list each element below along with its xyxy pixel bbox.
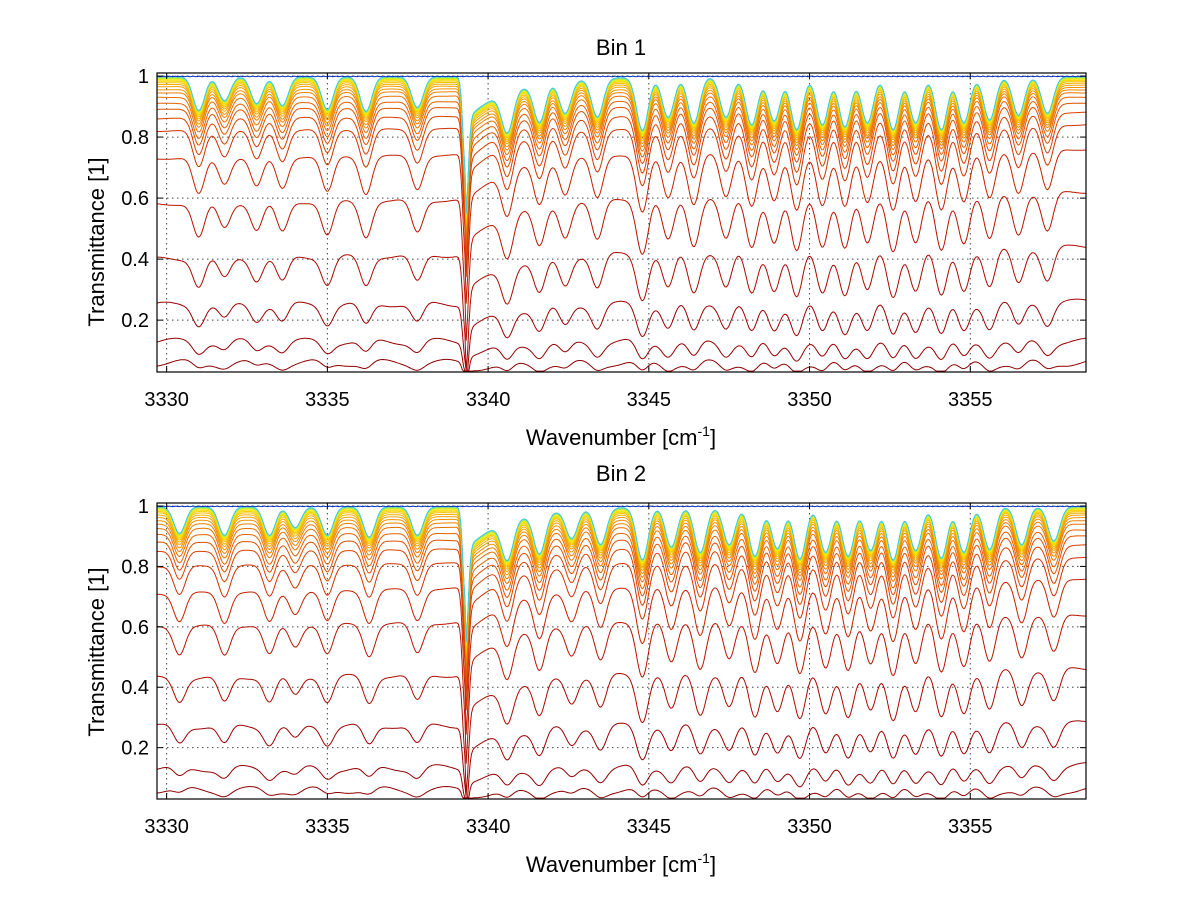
spectrum-trace — [156, 544, 1087, 696]
y-tick-label: 0.4 — [121, 249, 149, 271]
x-tick-label: 3355 — [948, 389, 993, 411]
tick-labels: 3330 3335 3340 3345 3350 3355 0.2 0.4 0.6 0.8 1 — [121, 496, 1086, 838]
y-tick-label: 0.8 — [121, 556, 149, 578]
spectrum-trace — [157, 82, 1086, 224]
x-axis-label: Wavenumber [cm-1] — [526, 850, 716, 877]
spectrum-trace — [156, 298, 1087, 372]
spectrum-trace — [156, 244, 1087, 372]
axes-frame — [156, 72, 1087, 373]
spectral-traces — [156, 505, 1087, 799]
panel-title: Bin 2 — [596, 461, 646, 486]
y-tick-label: 0.6 — [121, 188, 149, 210]
y-tick-label: 0.2 — [121, 738, 149, 760]
spectrum-trace — [157, 76, 1086, 214]
y-axis-label: Transmittance [1] — [84, 157, 109, 326]
x-tick-label: 3345 — [627, 389, 672, 411]
spectrum-trace — [156, 149, 1087, 304]
spectrum-trace — [156, 667, 1087, 796]
spectrum-trace — [156, 578, 1087, 735]
y-tick-label: 1 — [138, 496, 149, 518]
x-axis-label: Wavenumber [cm-1] — [526, 423, 716, 450]
spectrum-trace — [157, 535, 1086, 685]
spectrum-trace — [156, 614, 1087, 764]
x-tick-label: 3340 — [466, 389, 511, 411]
spectrum-trace — [157, 529, 1087, 676]
spectrum-trace — [157, 86, 1086, 230]
y-tick-label: 1 — [138, 66, 149, 88]
y-axis-label: Transmittance [1] — [84, 567, 109, 736]
y-tick-label: 0.2 — [121, 310, 149, 332]
x-tick-label: 3340 — [466, 816, 511, 838]
spectrum-trace — [157, 89, 1087, 233]
x-tick-label: 3335 — [305, 816, 350, 838]
spectrum-trace — [156, 75, 1087, 78]
spectrum-trace — [156, 111, 1087, 264]
spectrum-trace — [156, 786, 1087, 799]
x-tick-label: 3355 — [948, 816, 993, 838]
bin-1-panel: Bin 1 3330 3335 3340 3345 3350 3355 0.2 0.4 0.6 0… — [84, 35, 1087, 450]
x-tick-label: 3335 — [305, 389, 350, 411]
spectrum-trace — [157, 96, 1086, 245]
x-tick-label: 3330 — [144, 816, 189, 838]
spectral-traces — [156, 75, 1087, 372]
spectrum-trace — [157, 556, 1087, 711]
x-tick-label: 3350 — [787, 389, 832, 411]
spectrum-trace — [157, 84, 1086, 226]
spectrum-trace — [157, 505, 1087, 508]
y-tick-label: 0.6 — [121, 617, 149, 639]
spectrum-trace — [156, 191, 1087, 341]
tick-labels: 3330 3335 3340 3345 3350 3355 0.2 0.4 0.6 0.8 1 — [121, 66, 1086, 411]
spectrum-trace — [157, 124, 1087, 278]
panel-title: Bin 1 — [596, 35, 646, 60]
spectrum-trace — [156, 720, 1087, 799]
x-tick-label: 3345 — [627, 816, 672, 838]
y-tick-label: 0.4 — [121, 677, 149, 699]
spectrum-trace — [157, 517, 1086, 659]
spectrum-trace — [156, 520, 1086, 664]
spectrum-trace — [156, 337, 1087, 372]
spectrum-trace — [157, 514, 1086, 656]
bin-2-panel: Bin 2 3330 3335 3340 3345 3350 3355 0.2 0.4 0.6 0… — [84, 461, 1087, 877]
spectrum-trace — [156, 358, 1087, 372]
spectrum-trace — [156, 506, 1086, 642]
spectrum-trace — [157, 92, 1086, 239]
y-tick-label: 0.8 — [121, 127, 149, 149]
axes-frame — [156, 502, 1087, 800]
x-tick-label: 3330 — [144, 389, 189, 411]
spectrum-trace — [157, 512, 1086, 653]
spectrum-trace — [156, 762, 1087, 799]
spectrum-trace — [157, 102, 1086, 253]
x-tick-label: 3350 — [787, 816, 832, 838]
spectrum-trace — [156, 523, 1086, 669]
